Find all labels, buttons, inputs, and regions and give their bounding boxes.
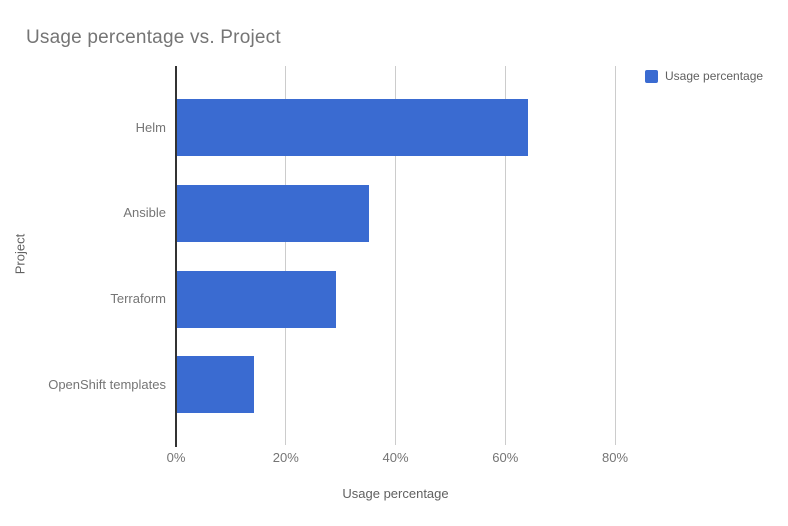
x-axis-title: Usage percentage xyxy=(342,486,449,501)
legend-label: Usage percentage xyxy=(665,69,764,83)
y-axis-line xyxy=(175,66,177,447)
gridline xyxy=(285,66,287,445)
bar-terraform[interactable] xyxy=(177,270,337,328)
gridline xyxy=(614,66,616,445)
chart-title: Usage percentage vs. Project xyxy=(26,27,281,48)
legend-swatch-icon xyxy=(645,69,658,83)
x-tick-label: 60% xyxy=(492,450,519,465)
x-tick-label: 80% xyxy=(601,450,629,465)
bar-helm[interactable] xyxy=(177,99,529,157)
y-category-label: Helm xyxy=(135,119,166,135)
y-axis-title: Project xyxy=(12,233,28,275)
bar-ansible[interactable] xyxy=(177,184,370,242)
x-tick-label: 0% xyxy=(166,450,186,465)
y-category-label: OpenShift templates xyxy=(48,376,166,392)
gridline xyxy=(504,66,506,445)
y-category-label: Terraform xyxy=(110,291,166,307)
x-tick-label: 20% xyxy=(272,450,299,465)
y-category-label: Ansible xyxy=(123,205,166,221)
bar-openshift-templates[interactable] xyxy=(177,356,254,414)
gridline xyxy=(395,66,396,445)
x-tick-label: 40% xyxy=(382,450,409,465)
legend: Usage percentage xyxy=(645,69,763,83)
